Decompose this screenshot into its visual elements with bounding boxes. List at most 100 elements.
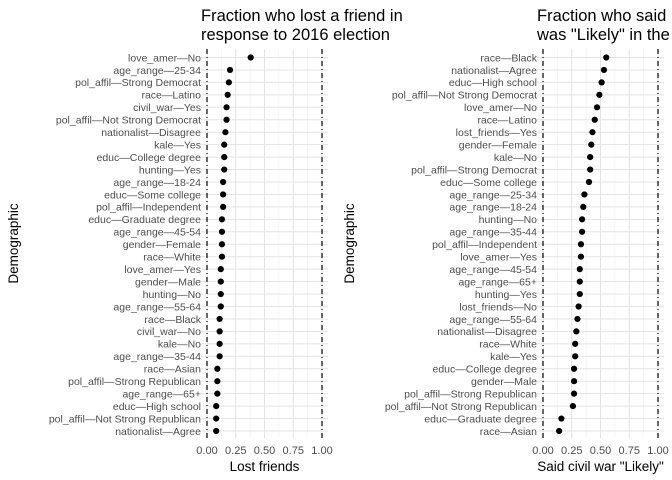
category-label: kale—No <box>158 339 201 351</box>
x-tick-label: 0.75 <box>283 445 304 457</box>
data-point <box>570 378 578 385</box>
category-label: pol_affil—Independent <box>432 239 537 251</box>
data-point <box>217 266 224 273</box>
data-point <box>556 427 563 435</box>
x-tick-label: 0.50 <box>254 445 275 457</box>
x-axis-title: Lost friends <box>230 459 300 474</box>
category-label: nationalist—Disagree <box>437 326 537 338</box>
category-label: pol_affil—Strong Republican <box>404 388 537 400</box>
category-label: educ—Some college <box>104 189 201 201</box>
data-point <box>223 116 230 123</box>
data-point <box>214 365 221 372</box>
data-point <box>225 79 232 86</box>
category-label: hunting—Yes <box>475 289 537 301</box>
data-point <box>572 353 579 360</box>
category-label: love_amer—Yes <box>124 264 201 276</box>
category-label: kale—Yes <box>490 351 537 363</box>
x-tick-label: 0.25 <box>225 445 246 457</box>
data-point <box>217 290 224 298</box>
data-point <box>569 403 577 410</box>
data-point <box>580 203 587 210</box>
data-point <box>577 253 585 260</box>
category-label: educ—High school <box>449 77 537 89</box>
data-point <box>247 54 254 61</box>
category-label: pol_affil—Strong Democrat <box>411 164 537 176</box>
data-point <box>220 178 227 186</box>
data-point <box>573 328 580 335</box>
category-label: pol_affil—Not Strong Democrat <box>56 115 201 127</box>
category-label: age_range—55-64 <box>113 301 201 313</box>
category-label: race—White <box>143 252 201 264</box>
category-label: race—White <box>479 339 537 351</box>
data-point <box>558 415 565 422</box>
data-point <box>217 303 224 310</box>
data-point <box>588 141 595 148</box>
data-point <box>572 340 579 347</box>
category-label: lost_friends—No <box>459 301 537 313</box>
data-point <box>581 191 588 198</box>
data-point <box>585 178 593 186</box>
category-label: educ—Graduate degree <box>88 214 201 226</box>
category-label: race—Asian <box>480 426 537 438</box>
category-label: pol_affil—Not Strong Republican <box>49 413 201 425</box>
x-tick-label: 0.25 <box>561 445 582 457</box>
data-point <box>577 241 585 248</box>
category-label: pol_affil—Not Strong Republican <box>385 401 537 413</box>
data-point <box>598 79 605 86</box>
data-point <box>218 253 226 260</box>
data-point <box>226 66 234 74</box>
data-point <box>218 241 226 248</box>
data-point <box>574 315 581 323</box>
data-point <box>214 390 221 397</box>
x-tick-label: 1.00 <box>647 445 668 457</box>
x-tick-label: 0.00 <box>196 445 217 457</box>
data-point <box>220 191 227 198</box>
data-point <box>576 266 583 273</box>
data-point <box>216 315 223 323</box>
data-point <box>570 365 578 372</box>
data-point <box>213 415 220 422</box>
data-point <box>570 390 578 397</box>
data-point <box>576 290 583 298</box>
data-point <box>220 203 227 210</box>
data-point <box>222 129 229 136</box>
data-point <box>579 216 586 223</box>
chart-title-line: was "Likely" in the <box>536 26 670 44</box>
chart-title-line: Fraction who said <box>537 7 666 25</box>
category-label: age_range—65+ <box>122 388 201 400</box>
data-point <box>213 403 220 410</box>
category-label: nationalist—Disagree <box>101 127 201 139</box>
category-label: hunting—No <box>143 289 202 301</box>
data-point <box>596 91 603 98</box>
data-point <box>587 166 594 173</box>
data-point <box>221 154 228 161</box>
category-label: race—Asian <box>144 364 201 376</box>
category-label: nationalist—Agree <box>115 426 201 438</box>
category-label: love_amer—No <box>128 52 201 64</box>
category-label: age_range—45-54 <box>449 264 537 276</box>
chart-title-line: Fraction who lost a friend in <box>201 7 403 25</box>
category-label: gender—Male <box>471 376 537 388</box>
category-label: gender—Female <box>459 139 537 151</box>
data-point <box>216 340 223 347</box>
category-label: educ—High school <box>113 401 201 413</box>
category-label: age_range—45-54 <box>113 227 201 239</box>
category-label: race—Latino <box>141 90 201 102</box>
y-axis-title: Demographic <box>342 203 357 284</box>
chart-title-line: response to 2016 election <box>201 26 390 44</box>
data-point <box>216 328 223 335</box>
data-point <box>603 54 610 61</box>
category-label: educ—College degree <box>433 364 538 376</box>
data-point <box>218 228 226 235</box>
category-label: pol_affil—Not Strong Democrat <box>392 90 537 102</box>
x-tick-label: 1.00 <box>311 445 332 457</box>
data-point <box>600 66 608 74</box>
category-label: educ—College degree <box>97 152 202 164</box>
data-point <box>579 228 586 235</box>
category-label: pol_affil—Strong Republican <box>68 376 201 388</box>
x-tick-label: 0.75 <box>619 445 640 457</box>
category-label: civil_war—No <box>137 326 201 338</box>
category-label: kale—No <box>494 152 537 164</box>
data-point <box>589 129 596 136</box>
